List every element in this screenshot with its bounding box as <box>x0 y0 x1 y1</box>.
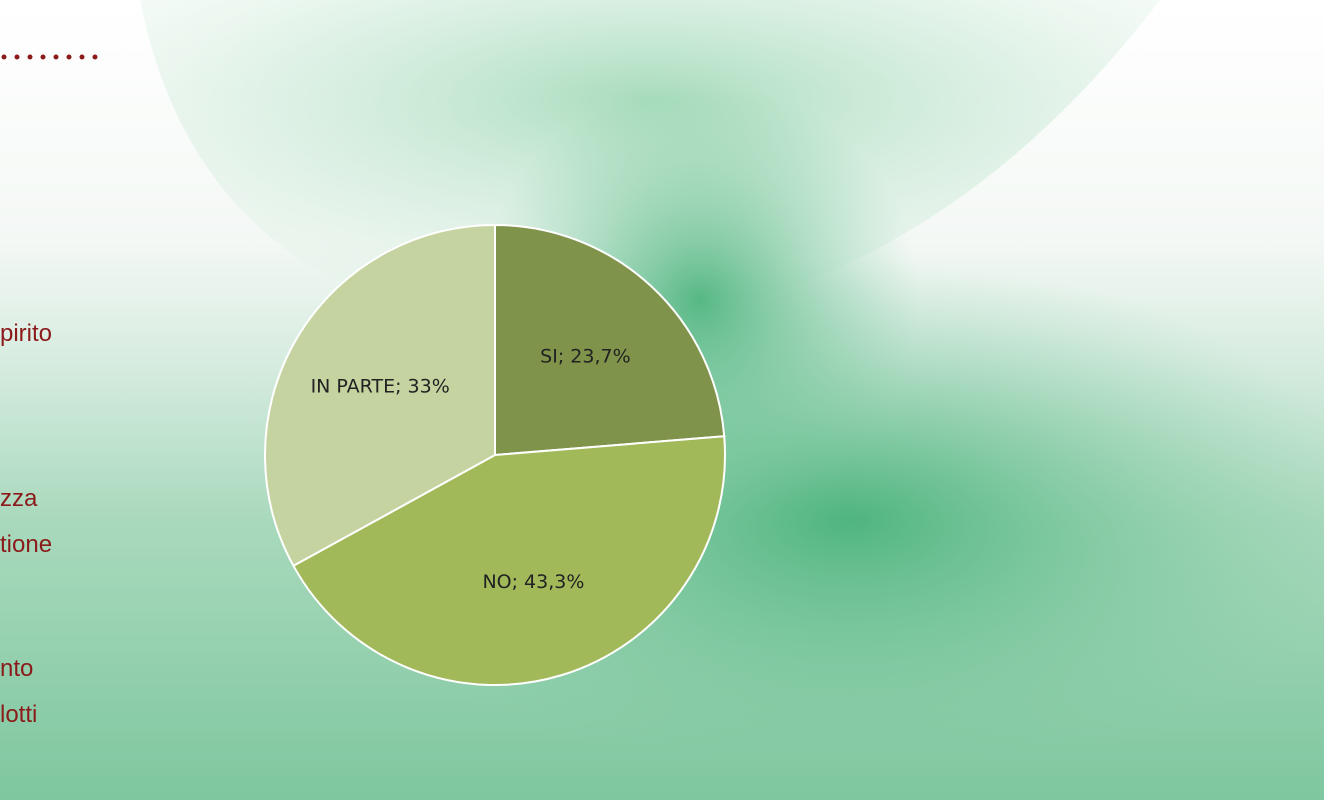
pie-slice <box>264 223 496 568</box>
side-text: lotti <box>0 701 38 728</box>
side-text: nto <box>0 655 34 682</box>
side-text: pirito <box>0 320 53 347</box>
data-label: SI; 23,7% <box>540 345 630 367</box>
pie-slice <box>494 223 726 457</box>
data-label: IN PARTE; 33% <box>311 376 450 398</box>
pie-chart: SI; 23,7% NO; 43,3% IN PARTE; 33% <box>264 223 726 686</box>
pie-slice <box>292 435 726 686</box>
side-text: tione <box>0 531 53 558</box>
data-label: NO; 43,3% <box>482 571 584 593</box>
side-text: zza <box>0 485 38 512</box>
